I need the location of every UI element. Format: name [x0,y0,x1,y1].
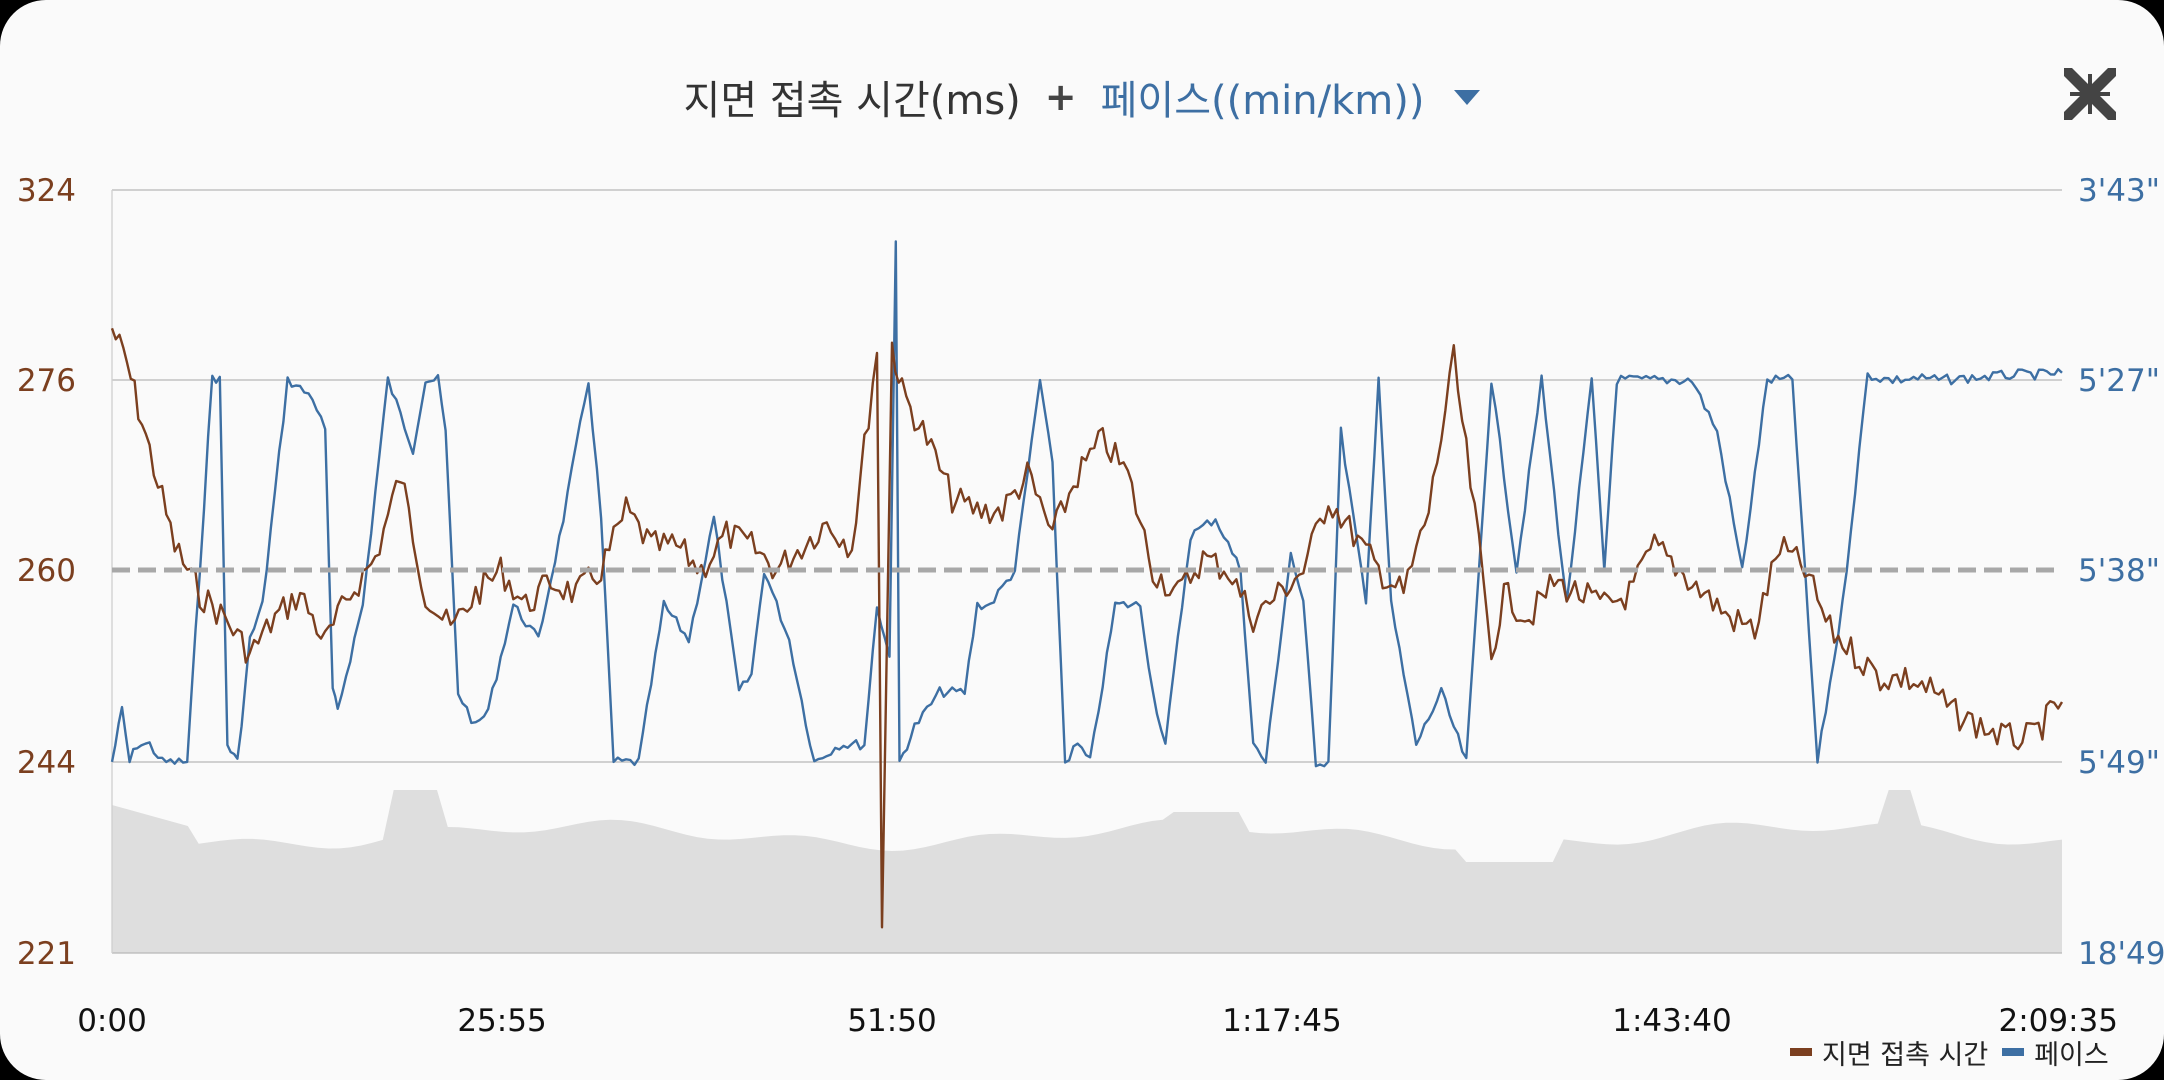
legend: 지면 접촉 시간 페이스 [1790,1033,2123,1072]
x-tick-label: 1:17:45 [1222,1003,1342,1039]
caret-down-icon[interactable] [1454,89,1481,105]
x-tick-label: 51:50 [847,1003,936,1039]
x-tick-label: 1:43:40 [1612,1003,1732,1039]
legend-label-pace: 페이스 [2034,1039,2109,1071]
y-left-tick-label: 244 [17,745,76,781]
collapse-arrows-icon[interactable] [2060,64,2120,124]
chart-header: 지면 접촉 시간(ms) + 페이스((min/km)) [0,62,2164,132]
metric-primary-label: 지면 접촉 시간(ms) [683,78,1021,124]
x-tick-label: 0:00 [77,1003,147,1039]
y-left-tick-label: 276 [17,363,76,399]
plus-sign: + [1044,75,1077,119]
legend-swatch-gct [1790,1048,1812,1056]
y-right-tick-label: 3'43" [2078,173,2160,209]
y-right-tick-label: 5'27" [2078,363,2160,399]
elevation-area [112,790,2062,953]
pace-series-line [110,240,2063,768]
legend-label-gct: 지면 접촉 시간 [1822,1039,1989,1071]
y-left-tick-label: 260 [17,553,76,589]
y-right-tick-label: 18'49" [2078,936,2164,972]
y-left-tick-label: 324 [17,173,76,209]
y-right-tick-label: 5'49" [2078,745,2160,781]
legend-swatch-pace [2002,1048,2025,1056]
y-left-tick-label: 221 [17,936,76,972]
x-tick-label: 25:55 [457,1003,546,1039]
gct-series-line [110,327,2064,929]
x-tick-label: 2:09:35 [1998,1003,2118,1039]
y-right-tick-label: 5'38" [2078,553,2160,589]
legend-item-pace: 페이스 [2002,1033,2109,1072]
metric-secondary-dropdown[interactable]: 페이스((min/km)) [1100,78,1425,124]
legend-item-gct: 지면 접촉 시간 [1790,1033,1988,1072]
